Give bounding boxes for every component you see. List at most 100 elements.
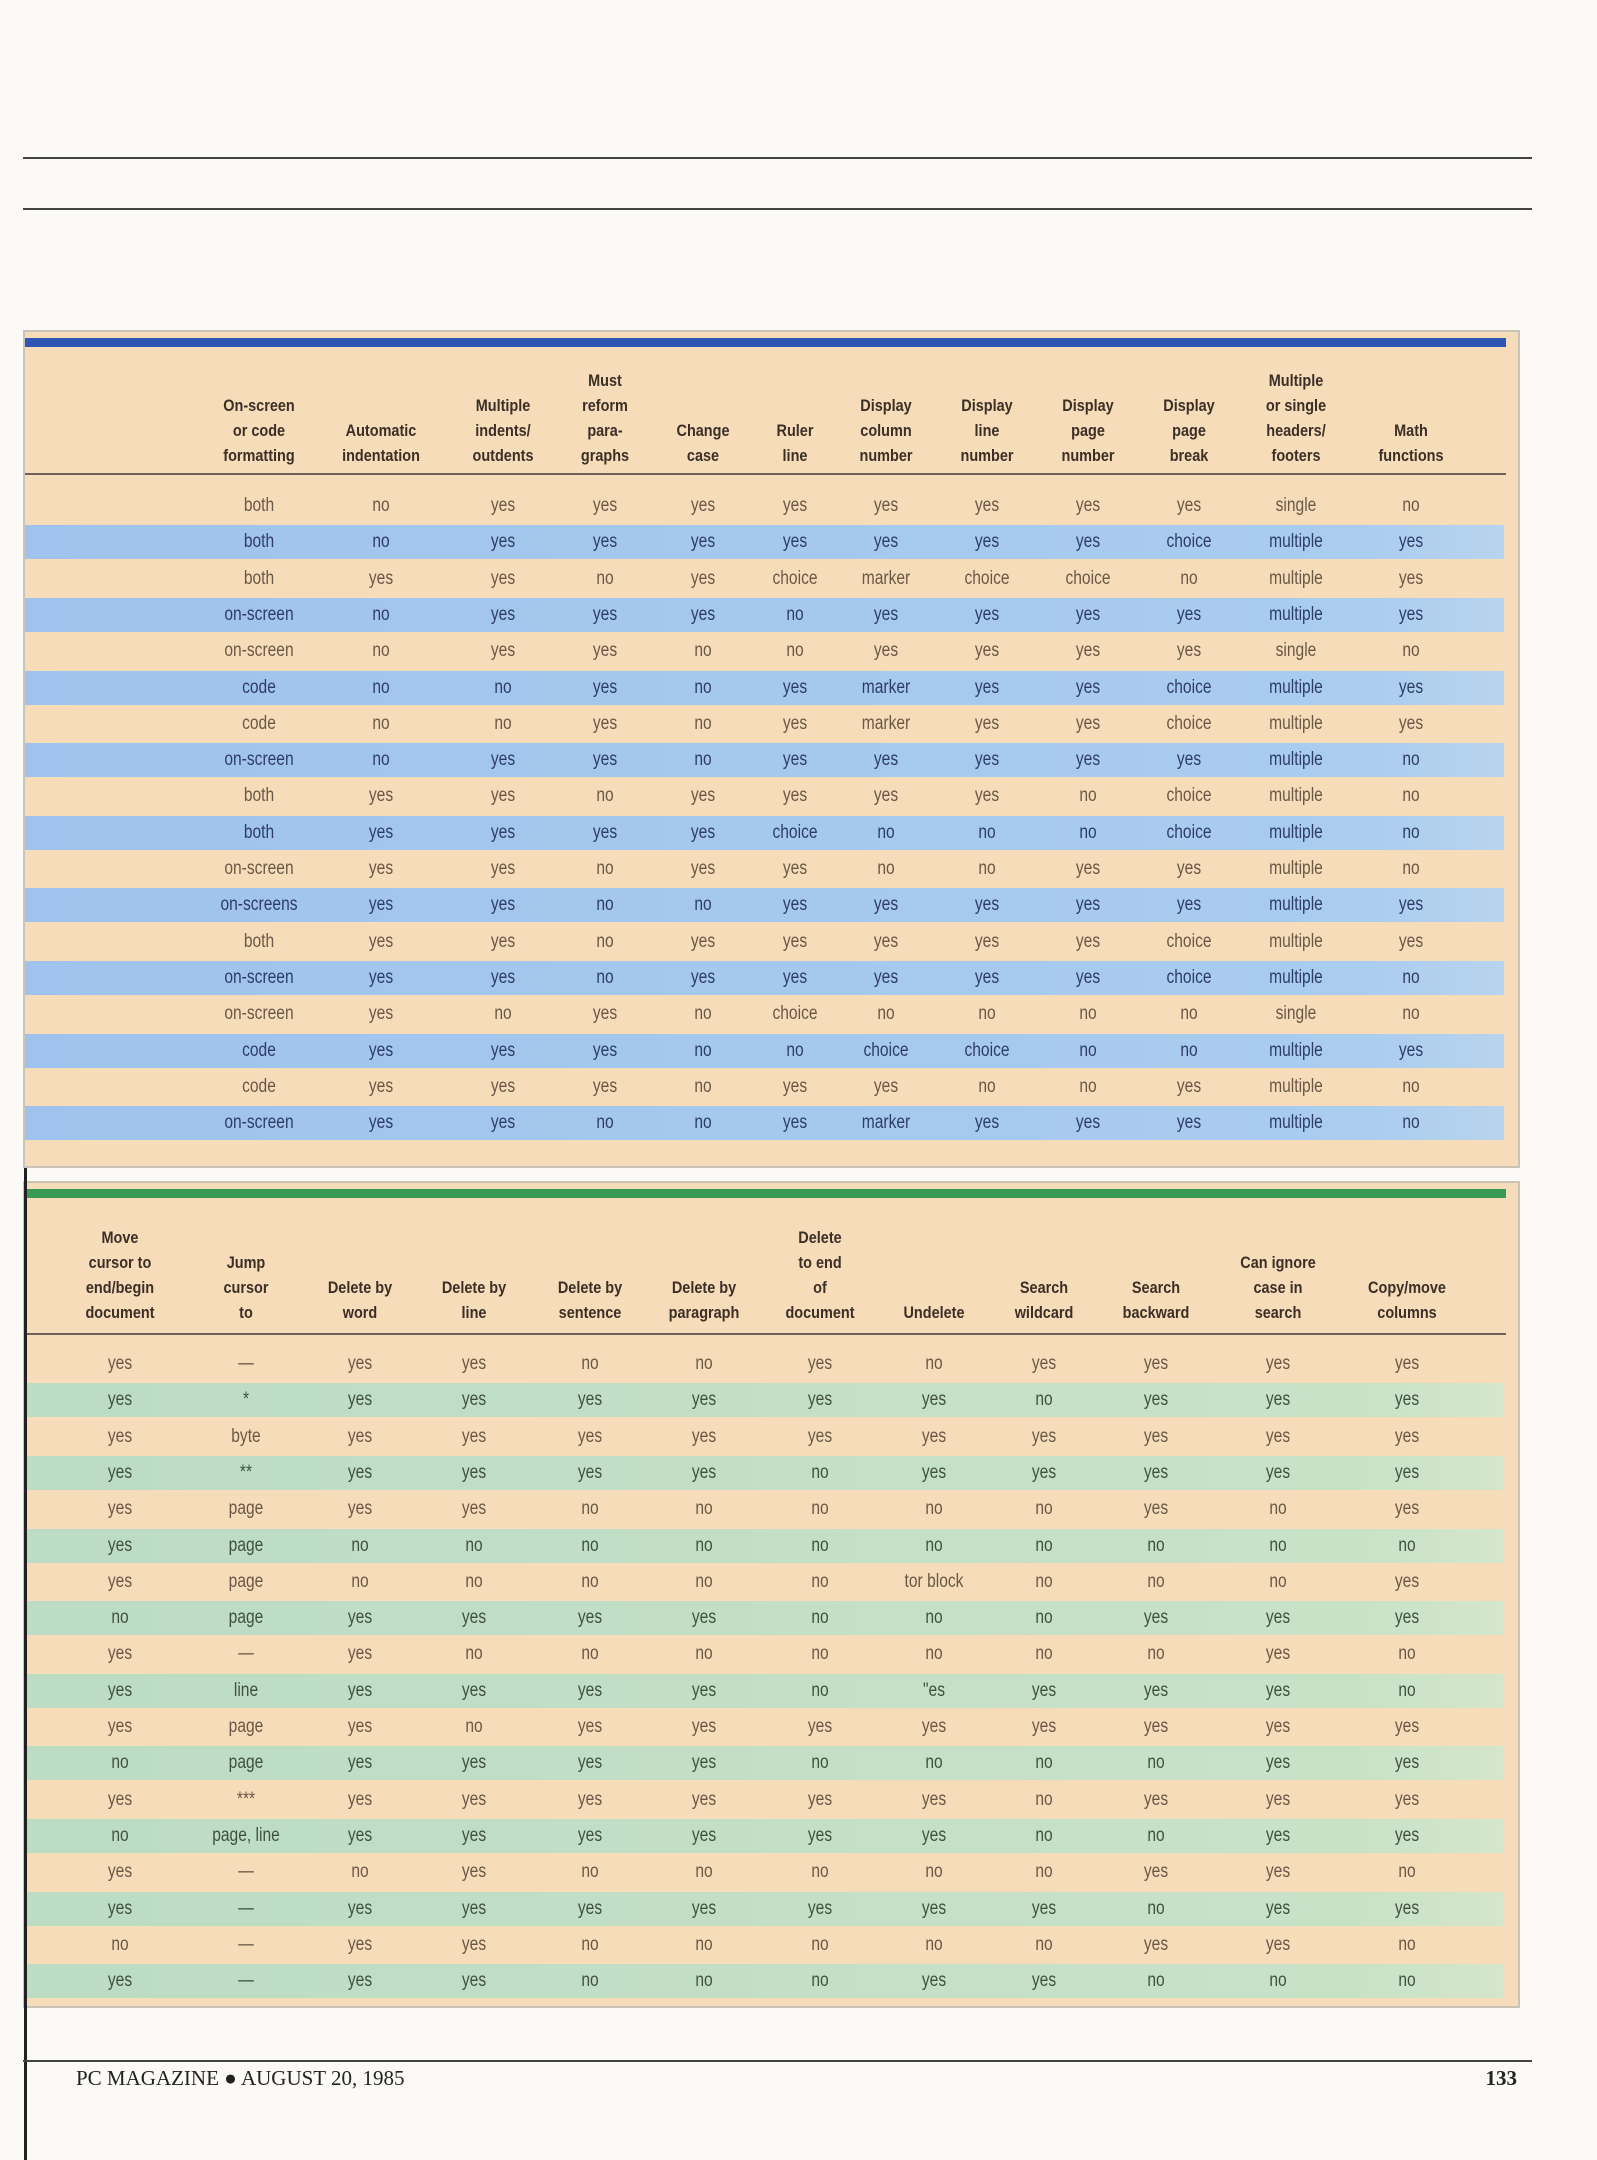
table-cell: yes xyxy=(1394,1897,1420,1919)
table-cell: yes xyxy=(461,1824,487,1846)
table-cell: yes xyxy=(974,603,1000,625)
table-cell: yes xyxy=(347,1716,373,1737)
table-cell: no xyxy=(1035,1643,1053,1665)
table-cell: no xyxy=(695,1534,713,1556)
table-cell: no xyxy=(494,712,512,734)
table-cell: byte xyxy=(231,1425,261,1447)
table-cell: yes xyxy=(690,821,716,843)
table-cell: yes xyxy=(490,640,516,662)
table-cell: yes xyxy=(592,749,618,771)
column-header: Search wildcard xyxy=(1014,1278,1074,1322)
table-cell: no xyxy=(1402,495,1420,516)
table-cell: yes xyxy=(347,1461,373,1483)
table-cell: no xyxy=(1402,966,1420,988)
table-cell: yes xyxy=(1394,1461,1420,1483)
table-cell: no xyxy=(811,1752,829,1774)
table-row: yes ** yes yes yes yes no yes yes yes yes yes xyxy=(25,1455,1504,1490)
table-cell: no xyxy=(494,676,512,698)
table-cell: yes xyxy=(873,785,899,807)
table-cell: yes xyxy=(1143,1461,1169,1483)
table-cell: no xyxy=(925,1933,943,1955)
header-divider xyxy=(25,1333,1506,1335)
table-cell: yes xyxy=(782,749,808,771)
table-cell: yes xyxy=(691,1716,717,1737)
column-header: Must reform para- graphs xyxy=(580,371,630,465)
table-cell: yes xyxy=(592,1039,618,1061)
table-cell: yes xyxy=(873,640,899,662)
table-cell: yes xyxy=(1075,1112,1101,1134)
table-cell: no xyxy=(694,749,712,771)
top-rule-2 xyxy=(23,208,1532,210)
table-cell: choice xyxy=(1166,930,1212,952)
table-cell: yes xyxy=(490,1039,516,1061)
table-cell: yes xyxy=(921,1897,947,1919)
table-cell: yes xyxy=(592,603,618,625)
table-cell: no xyxy=(351,1861,369,1883)
table-cell: choice xyxy=(772,567,818,589)
table-cell: no xyxy=(811,1461,829,1483)
table-cell: yes xyxy=(1075,676,1101,698)
table-cell: yes xyxy=(1143,1425,1169,1447)
table-cell: yes xyxy=(807,1389,833,1411)
column-header: Jump cursor to xyxy=(223,1253,269,1322)
table-cell: no xyxy=(1147,1897,1165,1919)
table-cell: page xyxy=(228,1716,264,1737)
table-cell: yes xyxy=(1176,1112,1202,1134)
table-cell: yes xyxy=(577,1389,603,1411)
table-cell: no xyxy=(596,930,614,952)
table-row: on-screen yes yes no yes yes yes yes yes choice mu… xyxy=(25,960,1504,995)
table-cell: no xyxy=(372,749,390,771)
table-cell: no xyxy=(581,1970,599,1992)
column-header: Delete by paragraph xyxy=(668,1278,740,1322)
table-row: code no no yes no yes marker yes yes choice multip… xyxy=(25,670,1504,705)
table-cell: no xyxy=(581,1498,599,1520)
table-cell: yes xyxy=(691,1607,717,1629)
table-cell: no xyxy=(465,1716,483,1737)
table-cell: no xyxy=(811,1498,829,1520)
table-cell: no xyxy=(1079,1003,1097,1025)
table-cell: no xyxy=(1035,1498,1053,1520)
table-cell: yes xyxy=(490,531,516,553)
table-cell: yes xyxy=(1143,1389,1169,1411)
table-cell: no xyxy=(694,712,712,734)
column-header: Multiple indents/ outdents xyxy=(472,396,534,465)
table-cell: no xyxy=(811,1861,829,1883)
column-header: Search backward xyxy=(1122,1278,1190,1322)
table-cell: multiple xyxy=(1269,1112,1323,1134)
table-cell: no xyxy=(694,640,712,662)
table-cell: yes xyxy=(1143,1498,1169,1520)
table-cell: yes xyxy=(1031,1461,1057,1483)
table-cell: no xyxy=(372,712,390,734)
table-row: both yes yes no yes yes yes yes yes choice multipl… xyxy=(25,925,1504,959)
table-cell: no xyxy=(925,1643,943,1665)
table-cell: yes xyxy=(577,1679,603,1701)
table-cell: yes xyxy=(873,1075,899,1097)
table-cell: — xyxy=(238,1643,254,1665)
table-cell: no xyxy=(1398,1643,1416,1665)
table-cell: marker xyxy=(861,1112,911,1134)
table-cell: — xyxy=(238,1897,254,1919)
table-cell: yes xyxy=(782,676,808,698)
table-cell: yes xyxy=(577,1607,603,1629)
table-cell: yes xyxy=(577,1897,603,1919)
table-cell: yes xyxy=(690,858,716,879)
table-cell: yes xyxy=(1075,749,1101,771)
table-cell: no xyxy=(1402,858,1420,879)
table-cell: yes xyxy=(1031,1716,1057,1737)
table-cell: yes xyxy=(1265,1353,1291,1374)
table-row: both yes yes no yes yes yes yes no choice multiple… xyxy=(25,779,1504,813)
table-cell: yes xyxy=(974,1112,1000,1134)
table-cell: no xyxy=(465,1643,483,1665)
table-cell: yes xyxy=(1265,1643,1291,1665)
table-cell: single xyxy=(1275,1003,1317,1025)
table-cell: yes xyxy=(1398,531,1424,553)
table-cell: no xyxy=(786,1039,804,1061)
column-header: Can ignore case in search xyxy=(1240,1253,1316,1322)
table-cell: on-screen xyxy=(224,749,294,771)
table-cell: yes xyxy=(782,1075,808,1097)
table-cell: no xyxy=(111,1607,129,1629)
table-cell: yes xyxy=(807,1788,833,1810)
table-cell: yes xyxy=(107,1788,133,1810)
table-cell: choice xyxy=(772,821,818,843)
table-cell: yes xyxy=(921,1389,947,1411)
